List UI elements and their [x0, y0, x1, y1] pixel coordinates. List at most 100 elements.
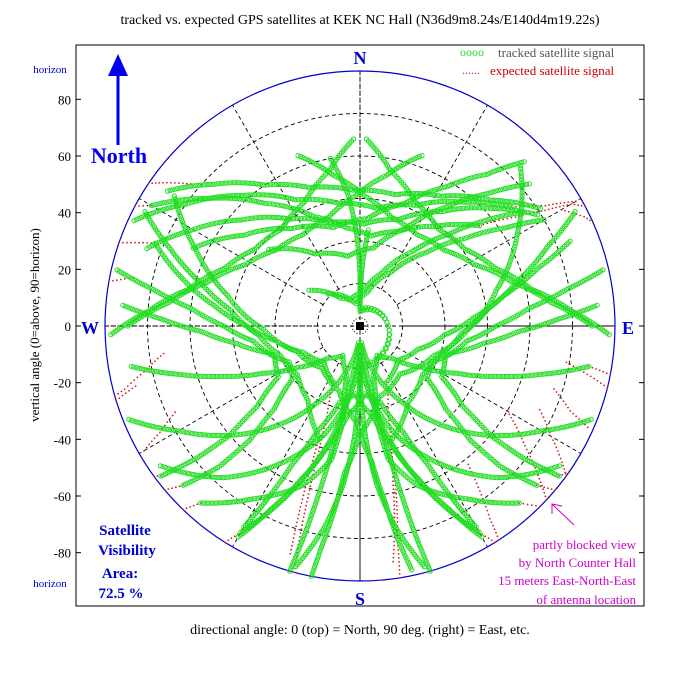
tracked-point: [374, 188, 380, 194]
expected-point: [329, 396, 331, 399]
tracked-point: [186, 200, 192, 206]
tracked-point: [405, 511, 411, 518]
tracked-point: [335, 185, 341, 191]
expected-point: [486, 222, 489, 225]
expected-point: [559, 202, 562, 205]
tracked-point: [553, 426, 560, 432]
tracked-point: [328, 198, 334, 205]
tracked-point: [376, 188, 383, 194]
expected-point: [565, 361, 568, 364]
tracked-point: [265, 182, 271, 188]
tracked-point: [177, 185, 183, 191]
expected-point: [582, 371, 585, 374]
tracked-point: [319, 481, 325, 487]
tracked-point: [178, 428, 184, 434]
expected-point: [299, 536, 301, 538]
tracked-point: [191, 431, 197, 437]
expected-point: [387, 407, 390, 409]
tracked-point: [466, 205, 472, 211]
tracked-point: [203, 240, 209, 246]
expected-point: [566, 204, 569, 206]
tracked-point: [360, 439, 366, 445]
tracked-point: [492, 188, 498, 194]
tracked-point: [199, 432, 205, 438]
tracked-point: [200, 182, 206, 188]
tracked-point: [436, 207, 442, 213]
tracked-point: [415, 539, 421, 545]
tracked-point: [183, 429, 189, 435]
tracked-point: [375, 218, 381, 224]
tracked-point: [175, 231, 182, 237]
tracked-point: [340, 221, 347, 227]
tracked-point: [415, 211, 422, 217]
tracked-point: [171, 193, 177, 199]
tracked-point: [268, 424, 274, 431]
expected-point: [398, 561, 400, 563]
tracked-point: [304, 524, 310, 530]
expected-point: [224, 541, 226, 544]
tracked-point: [519, 176, 525, 182]
expected-point: [393, 544, 395, 547]
tracked-point: [336, 388, 342, 394]
expected-point: [527, 452, 530, 454]
expected-point: [529, 455, 532, 458]
expected-point: [130, 382, 132, 384]
tracked-point: [505, 224, 511, 230]
expected-point: [486, 509, 489, 512]
tracked-point: [269, 226, 275, 232]
tracked-point: [393, 476, 400, 482]
tracked-point: [268, 214, 274, 220]
tracked-point: [500, 206, 506, 212]
tracked-point: [343, 220, 349, 226]
expected-point: [556, 450, 559, 452]
expected-point: [123, 278, 126, 280]
tracked-point: [314, 556, 320, 562]
tracked-point: [205, 181, 211, 188]
tracked-point: [173, 198, 179, 204]
expected-point: [162, 352, 165, 355]
expected-point: [398, 565, 401, 567]
expected-point: [567, 210, 570, 213]
expected-point: [605, 372, 608, 375]
expected-point: [124, 392, 127, 395]
tracked-point: [312, 196, 318, 203]
tracked-point: [278, 194, 284, 200]
tracked-point: [527, 210, 533, 216]
expected-point: [586, 426, 589, 429]
tracked-point: [143, 422, 149, 428]
tracked-point: [419, 345, 425, 351]
tracked-point: [492, 168, 498, 174]
tracked-point: [221, 235, 227, 241]
expected-point: [393, 516, 396, 519]
expected-point: [583, 215, 585, 218]
tracked-point: [294, 182, 300, 188]
tracked-point: [272, 201, 278, 207]
expected-point: [396, 513, 399, 515]
tracked-point: [182, 184, 188, 190]
tracked-point: [519, 182, 525, 188]
tracked-point: [492, 432, 498, 439]
tracked-point: [259, 200, 265, 206]
tracked-point: [312, 501, 318, 508]
tracked-point: [518, 208, 524, 214]
expected-point: [171, 414, 174, 417]
tracked-point: [302, 184, 308, 190]
tracked-point: [444, 222, 451, 228]
tracked-point: [176, 209, 182, 215]
expected-point: [554, 489, 557, 491]
tracked-point: [398, 491, 404, 497]
tracked-point: [360, 348, 367, 354]
tracked-point: [200, 241, 206, 247]
expected-track: [224, 531, 242, 544]
tracked-point: [460, 205, 467, 211]
tracked-point: [477, 192, 483, 198]
tracked-point: [221, 180, 227, 186]
tracked-point: [516, 220, 523, 226]
tracked-point: [402, 409, 409, 416]
expected-point: [487, 513, 490, 516]
tracked-point: [506, 211, 512, 218]
tracked-point: [306, 287, 312, 293]
expected-point: [148, 443, 151, 446]
tracked-point: [263, 214, 269, 220]
tracked-point: [166, 426, 172, 433]
